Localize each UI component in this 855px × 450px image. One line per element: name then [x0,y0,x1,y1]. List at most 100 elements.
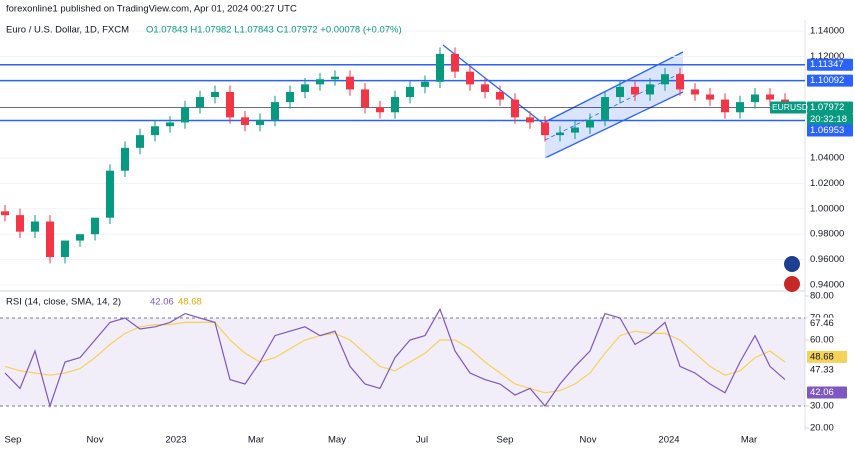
trend-line [442,44,550,129]
channel-midline [544,71,684,141]
candle-body [1,211,9,216]
candle-body [16,215,24,232]
price-tick-label: 0.98000 [810,229,844,240]
rsi-band [0,318,805,406]
published-text: forexonline1 published on TradingView.co… [6,4,297,15]
level-label: 1.06953 [810,125,844,136]
candle-body [736,102,744,113]
candle-body [151,126,159,136]
data-layer: 1.14000 1.12000 1.04000 1.02000 1.00000 0.980… [0,26,853,446]
price-tick-label: 1.14000 [810,26,844,37]
candle-body [241,117,249,125]
rsi-tick-label: 80.00 [810,291,834,302]
candle-body [376,107,384,113]
candle-body [286,91,294,103]
time-label: Sep [497,435,514,446]
candle-body [661,74,669,85]
candle-body [31,221,39,232]
ohlc-text: O1.07843 H1.07982 L1.07843 C1.07972 +0.0… [146,25,402,36]
candle-body [541,122,549,136]
candle-body [331,76,339,80]
flag-icon[interactable] [784,276,800,292]
candle-body [481,84,489,92]
candle-body [346,76,354,90]
sma-line [4,321,786,394]
candle-body [256,119,264,125]
rsi-tick-label: 60.00 [810,335,834,346]
rsi-title: RSI (14, close, SMA, 14, 2) [6,297,121,308]
candle-body [571,127,579,133]
candle-body [721,99,729,113]
time-label: Mar [248,435,264,446]
candle-body [46,221,54,258]
channel-line [544,51,684,123]
rsi-line [4,307,786,409]
price-tick-label: 1.00000 [810,203,844,214]
rsi-value-label-bg [807,363,847,376]
level-label-bg [807,58,853,71]
candle-body [181,107,189,123]
candle-body [601,97,609,120]
rsi-tick-label: 20.00 [810,423,834,434]
symbol-text: Euro / U.S. Dollar, 1D, FXCM [6,25,129,36]
candle-body [451,53,459,72]
candle-body [496,91,504,100]
candle-body [436,53,444,82]
time-label: 2023 [165,435,186,446]
countdown-label: 20:32:18 [810,114,847,125]
candle-body [301,84,309,92]
channel-line [544,91,684,159]
candle-body [766,94,774,100]
candle-body [136,135,144,148]
rsi-value-label: 42.06 [810,387,834,398]
price-tick-label: 1.12000 [810,51,844,62]
rsi-value-label-bg [807,350,847,363]
candle-body [466,71,474,85]
price-tick-label: 1.04000 [810,153,844,164]
candle-body [196,97,204,108]
candle-body [166,122,174,127]
level-label: 1.10092 [810,75,844,86]
candle-body [676,74,684,90]
rsi-tick-label: 30.00 [810,401,834,412]
rsi-value-label: 67.46 [810,318,834,329]
candle-body [361,89,369,108]
candle-body [391,97,399,113]
level-label: 1.11347 [810,59,844,70]
time-label: 2024 [658,435,679,446]
candle-body [406,86,414,98]
candle-body [631,86,639,95]
candle-body [706,94,714,100]
time-label: May [328,435,346,446]
candle-body [271,102,279,120]
rsi-value-label: 47.33 [810,364,834,375]
last-price-label-bg [807,101,853,114]
rsi-legend-value: 42.06 [150,297,174,308]
candle-body [616,86,624,98]
candle-body [61,240,69,258]
symbol-badge: EURUSD [772,102,808,112]
time-label: Jul [416,435,428,446]
level-label-bg [807,74,853,87]
rsi-value-label: 48.68 [810,351,834,362]
candle-body [526,117,534,123]
channel-fill [545,52,683,158]
candle-body [226,91,234,118]
symbol-badge-bg [770,101,806,114]
candle-body [511,99,519,118]
time-label: Mar [741,435,757,446]
price-tick-label: 0.94000 [810,280,844,291]
candle-body [211,91,219,98]
candle-body [316,79,324,85]
candle-body [586,119,594,128]
time-label: Nov [87,435,104,446]
candle-body [691,89,699,95]
flag-icon[interactable] [784,256,800,272]
price-tick-label: 1.02000 [810,178,844,189]
rsi-value-label-bg [807,317,847,330]
candle-body [91,217,99,235]
candle-body [556,132,564,136]
